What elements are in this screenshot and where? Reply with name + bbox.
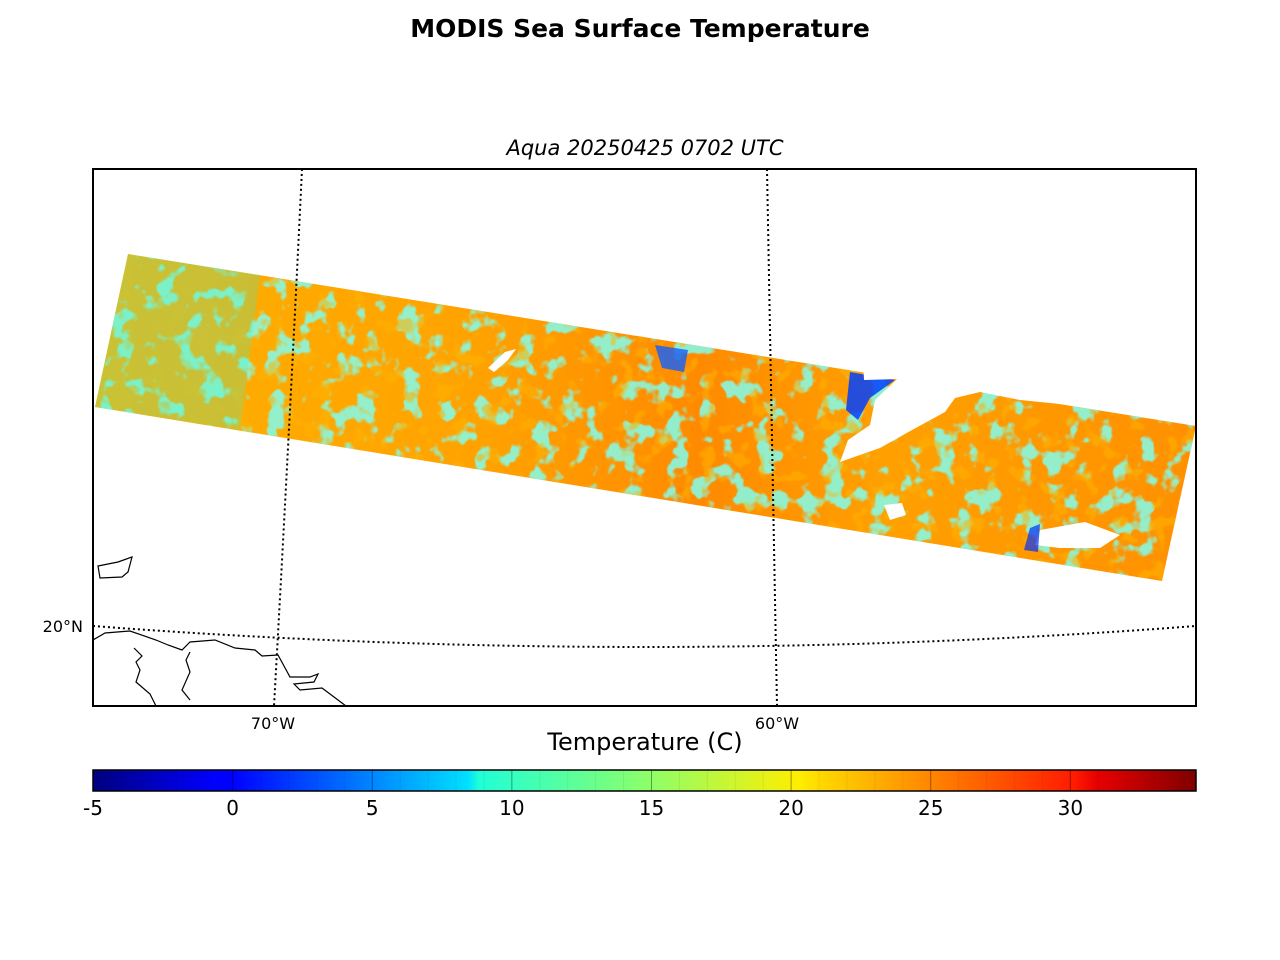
figure-title: MODIS Sea Surface Temperature — [410, 14, 870, 43]
sst-cool-band — [95, 254, 260, 430]
colorbar-tick-label: 15 — [639, 796, 664, 820]
cloud-gap-mid — [884, 503, 906, 520]
colorbar-tick-label: 10 — [499, 796, 524, 820]
cloud-gap-large — [840, 300, 1196, 462]
colorbar-tick-label: 30 — [1058, 796, 1083, 820]
colorbar-ticks: -5 0 5 10 15 20 25 30 — [83, 770, 1083, 820]
colorbar-label: Temperature (C) — [546, 728, 742, 756]
map-subtitle: Aqua 20250425 0702 UTC — [506, 136, 784, 160]
cold-water-patch — [655, 345, 688, 372]
colorbar-tick-label: 0 — [226, 796, 239, 820]
sst-swath-warm-texture — [95, 254, 1196, 581]
lat-label-20n: 20°N — [43, 617, 83, 636]
cold-water-edge — [846, 372, 895, 420]
lon-label-70w: 70°W — [251, 714, 295, 733]
cloud-gap-small — [488, 349, 516, 372]
colorbar-tick-label: 20 — [778, 796, 803, 820]
lon-label-60w: 60°W — [755, 714, 799, 733]
coastline-hispaniola — [93, 630, 347, 706]
colorbar-tick-label: 5 — [366, 796, 379, 820]
colorbar — [92, 769, 1197, 792]
map-plot-area — [93, 169, 1196, 706]
cloud-gap-east — [1035, 522, 1120, 548]
colorbar-steps — [120, 770, 1183, 791]
parallel-20n — [93, 625, 1196, 648]
meridian-70w — [273, 169, 303, 706]
colorbar-tick-label: 25 — [918, 796, 943, 820]
map-frame — [92, 168, 1197, 707]
coastline-island-north — [97, 556, 133, 579]
cold-edge-east — [1024, 524, 1040, 552]
colorbar-tick-label: -5 — [83, 796, 103, 820]
